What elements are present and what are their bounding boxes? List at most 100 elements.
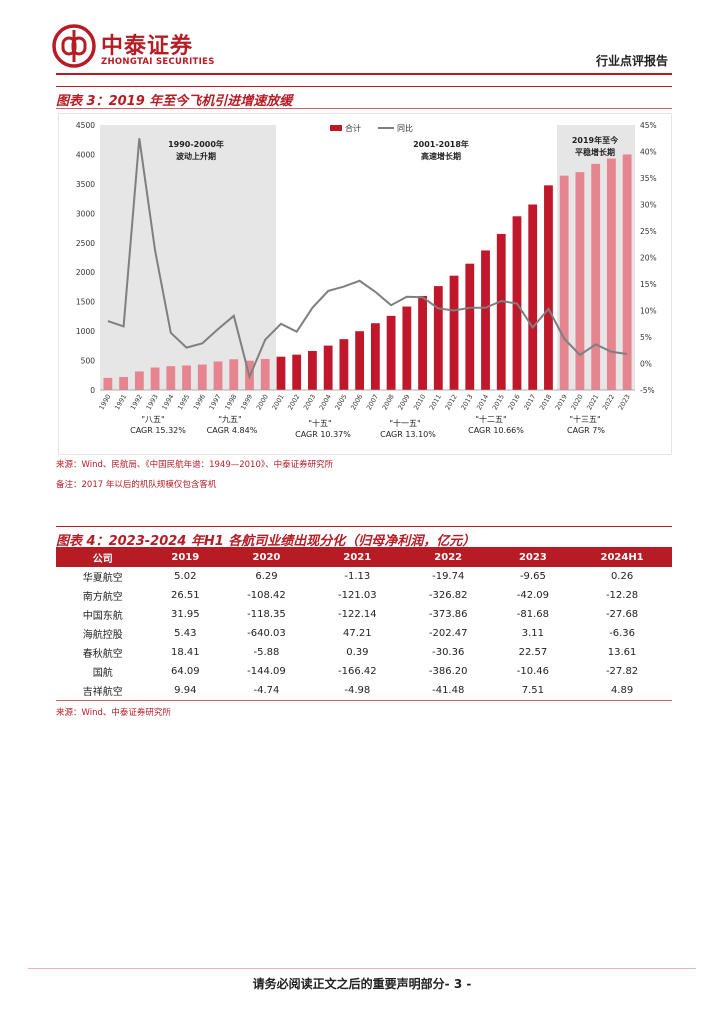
period-1-label: 1990-2000年: [168, 139, 224, 149]
table-cell: -4.74: [221, 681, 312, 701]
period-2-sub: 高速增长期: [421, 151, 461, 161]
table-cell: -27.68: [605, 609, 639, 620]
x-tick-label: 2014: [475, 393, 490, 411]
bar-2000: [260, 358, 270, 390]
legend-total-swatch: [330, 125, 342, 131]
x-tick-label: 2008: [381, 393, 396, 411]
y-left-tick-label: 500: [81, 357, 96, 366]
x-tick-label: 2023: [617, 393, 632, 411]
x-tick-label: 2004: [318, 393, 333, 411]
table-cell: 47.21: [343, 628, 372, 639]
x-tick-label: 2020: [569, 393, 584, 411]
table-row: 中国东航 31.95 -118.35 -122.14 -373.86 -81.6…: [56, 605, 672, 624]
bar-2004: [323, 345, 333, 390]
period-3-label: 2019年至今: [572, 135, 618, 145]
period-1990-2000-shade: [100, 125, 276, 390]
period-3-sub: 平稳增长期: [575, 147, 615, 157]
table-cell: 吉祥航空: [56, 681, 150, 701]
table-cell: 9.94: [149, 681, 222, 701]
table-header-row: 公司 2019 2020 2021 2022 2023 2024H1: [56, 547, 672, 567]
bar-2019: [559, 175, 569, 390]
x-tick-label: 2017: [522, 393, 537, 411]
table-cell: 4.89: [572, 681, 672, 701]
bar-2020: [575, 172, 585, 390]
bar-2006: [355, 331, 365, 390]
x-tick-label: 1998: [223, 393, 238, 411]
legend-yoy-label: 同比: [397, 123, 413, 133]
bar-2013: [465, 263, 475, 390]
table-cell: 0.26: [610, 571, 634, 582]
bar-2017: [528, 204, 538, 390]
table-cell: -81.68: [516, 609, 550, 620]
header-divider: [56, 73, 672, 75]
period-1-sub: 波动上升期: [176, 151, 216, 161]
figure4-source: 来源：Wind、中泰证券研究所: [56, 708, 171, 718]
figure3-title: 图表 3：2019 年至今飞机引进增速放缓: [56, 94, 293, 109]
x-tick-label: 2009: [396, 393, 411, 411]
plan-10th-cagr: CAGR 10.37%: [295, 430, 351, 439]
company-logo-icon: [52, 24, 96, 68]
plan-10th-name: "十五": [308, 418, 331, 428]
plan-8th-name: "八五": [141, 415, 164, 424]
y-left-tick-label: 4000: [76, 150, 95, 159]
logo-chinese-name: 中泰证券: [101, 34, 194, 59]
bar-2018: [544, 185, 553, 390]
plan-8th-cagr: CAGR 15.32%: [130, 426, 186, 435]
y-left-tick-label: 3500: [76, 180, 95, 189]
table-cell: -326.82: [428, 590, 468, 601]
bar-2015: [496, 233, 506, 390]
plan-11th-name: "十一五": [389, 418, 420, 428]
table-cell: -166.42: [338, 666, 377, 677]
page-header: 中泰证券 ZHONGTAI SECURITIES 行业点评报告: [0, 0, 724, 92]
bar-2008: [386, 315, 396, 390]
x-tick-label: 2022: [601, 393, 616, 411]
col-2024h1: 2024H1: [572, 547, 672, 567]
x-tick-label: 1990: [97, 393, 112, 411]
airline-profit-table: 公司 2019 2020 2021 2022 2023 2024H1 华夏航空 …: [56, 547, 672, 701]
x-tick-label: 2012: [444, 393, 459, 411]
x-tick-label: 2019: [554, 393, 569, 411]
bar-2023: [622, 154, 632, 390]
table-cell: -5.88: [253, 647, 280, 658]
bar-1992: [134, 371, 144, 390]
plan-13th-name: "十三五": [569, 414, 600, 424]
y-right-tick-label: 20%: [640, 254, 657, 263]
x-tick-label: 2011: [428, 393, 443, 411]
col-2020: 2020: [221, 547, 312, 567]
table-cell: 6.29: [255, 571, 278, 582]
col-2019: 2019: [149, 547, 222, 567]
bar-1998: [229, 359, 239, 390]
table-cell: -41.48: [402, 681, 494, 701]
bar-1996: [197, 364, 207, 390]
x-tick-label: 1993: [145, 393, 160, 411]
table-cell: 26.51: [170, 590, 200, 601]
bar-2002: [292, 354, 302, 390]
col-2022: 2022: [402, 547, 494, 567]
x-tick-label: 1997: [208, 393, 223, 411]
table-cell: 13.61: [607, 647, 637, 658]
x-tick-label: 2007: [365, 393, 380, 411]
x-tick-label: 1992: [129, 393, 144, 411]
table-cell: 南方航空: [82, 592, 123, 603]
y-right-tick-label: 0%: [640, 360, 652, 369]
figure3-top-rule: [56, 86, 672, 87]
figure3-title-rule: [56, 108, 672, 109]
page-number: - 3 -: [444, 977, 472, 991]
x-tick-label: 2018: [538, 393, 553, 411]
chart-legend: 合计 同比: [330, 123, 413, 133]
table-cell: -122.14: [338, 609, 377, 620]
table-row: 华夏航空 5.02 6.29 -1.13 -19.74 -9.65 0.26: [56, 567, 672, 586]
bar-1993: [150, 367, 160, 390]
table-cell: -144.09: [247, 666, 286, 677]
x-tick-label: 1999: [239, 393, 254, 411]
x-tick-label: 2013: [459, 393, 474, 411]
fleet-growth-chart: 0 500 1000 1500 2000 2500 3000 3500 4000 4500 -5% 0…: [76, 121, 657, 439]
report-type: 行业点评报告: [595, 54, 668, 68]
table-row: 海航控股 5.43 -640.03 47.21 -202.47 3.11 -6.…: [56, 624, 672, 643]
table-cell: 5.43: [174, 628, 197, 639]
bar-1995: [182, 365, 191, 390]
y-left-tick-label: 2500: [76, 239, 95, 248]
table-cell: 5.02: [174, 571, 197, 582]
y-left-tick-label: 2000: [76, 268, 95, 277]
table-cell: -640.03: [247, 628, 286, 639]
